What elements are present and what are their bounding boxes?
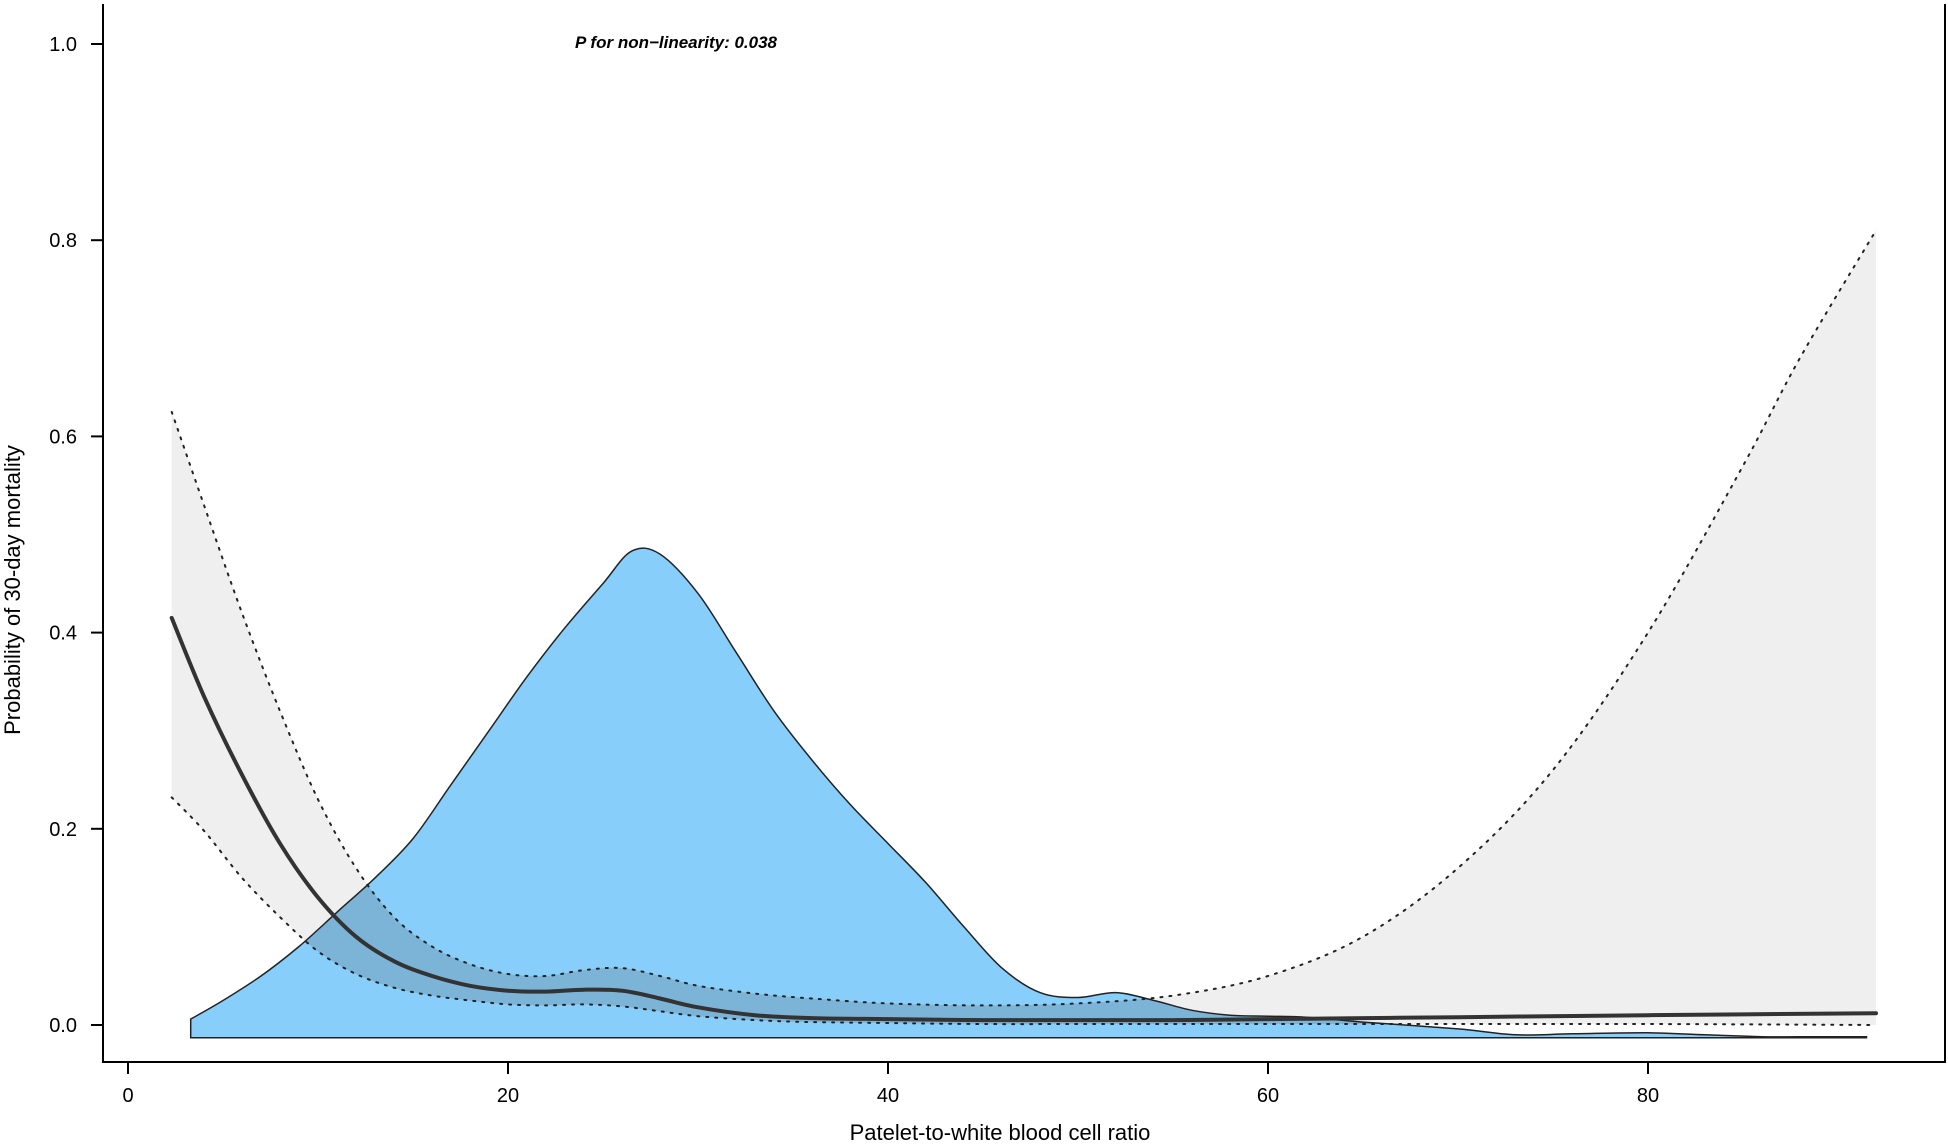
y-tick-label: 1.0 <box>49 34 77 56</box>
axes: 0 20 40 60 80 0.0 0.2 0.4 0.6 0.8 1.0 <box>49 4 1946 1107</box>
x-tick-label: 60 <box>1257 1085 1279 1107</box>
x-tick-label: 40 <box>877 1085 899 1107</box>
x-axis-title: Patelet-to-white blood cell ratio <box>850 1120 1151 1144</box>
plot-area <box>169 229 1878 1039</box>
y-tick-label: 0.2 <box>49 819 77 841</box>
lower-ci-line <box>170 796 1877 1026</box>
y-tick-label: 0.6 <box>49 426 77 448</box>
plot-frame <box>102 4 1946 1063</box>
y-ticks: 0.0 0.2 0.4 0.6 0.8 1.0 <box>49 34 103 1037</box>
x-tick-label: 20 <box>497 1085 519 1107</box>
y-axis-title: Probability of 30-day mortality <box>0 445 25 735</box>
estimate-line <box>169 615 1878 1023</box>
x-tick-label: 80 <box>1637 1085 1659 1107</box>
y-tick-label: 0.4 <box>49 623 77 645</box>
y-tick-label: 0.0 <box>49 1015 77 1037</box>
density-area <box>190 548 1867 1038</box>
x-tick-label: 0 <box>122 1085 133 1107</box>
density-outline <box>189 547 1868 1039</box>
upper-ci-line <box>170 229 1877 1007</box>
x-ticks: 0 20 40 60 80 <box>122 1062 1659 1107</box>
y-tick-label: 0.8 <box>49 230 77 252</box>
p-value-annotation: P for non−linearity: 0.038 <box>575 33 778 52</box>
